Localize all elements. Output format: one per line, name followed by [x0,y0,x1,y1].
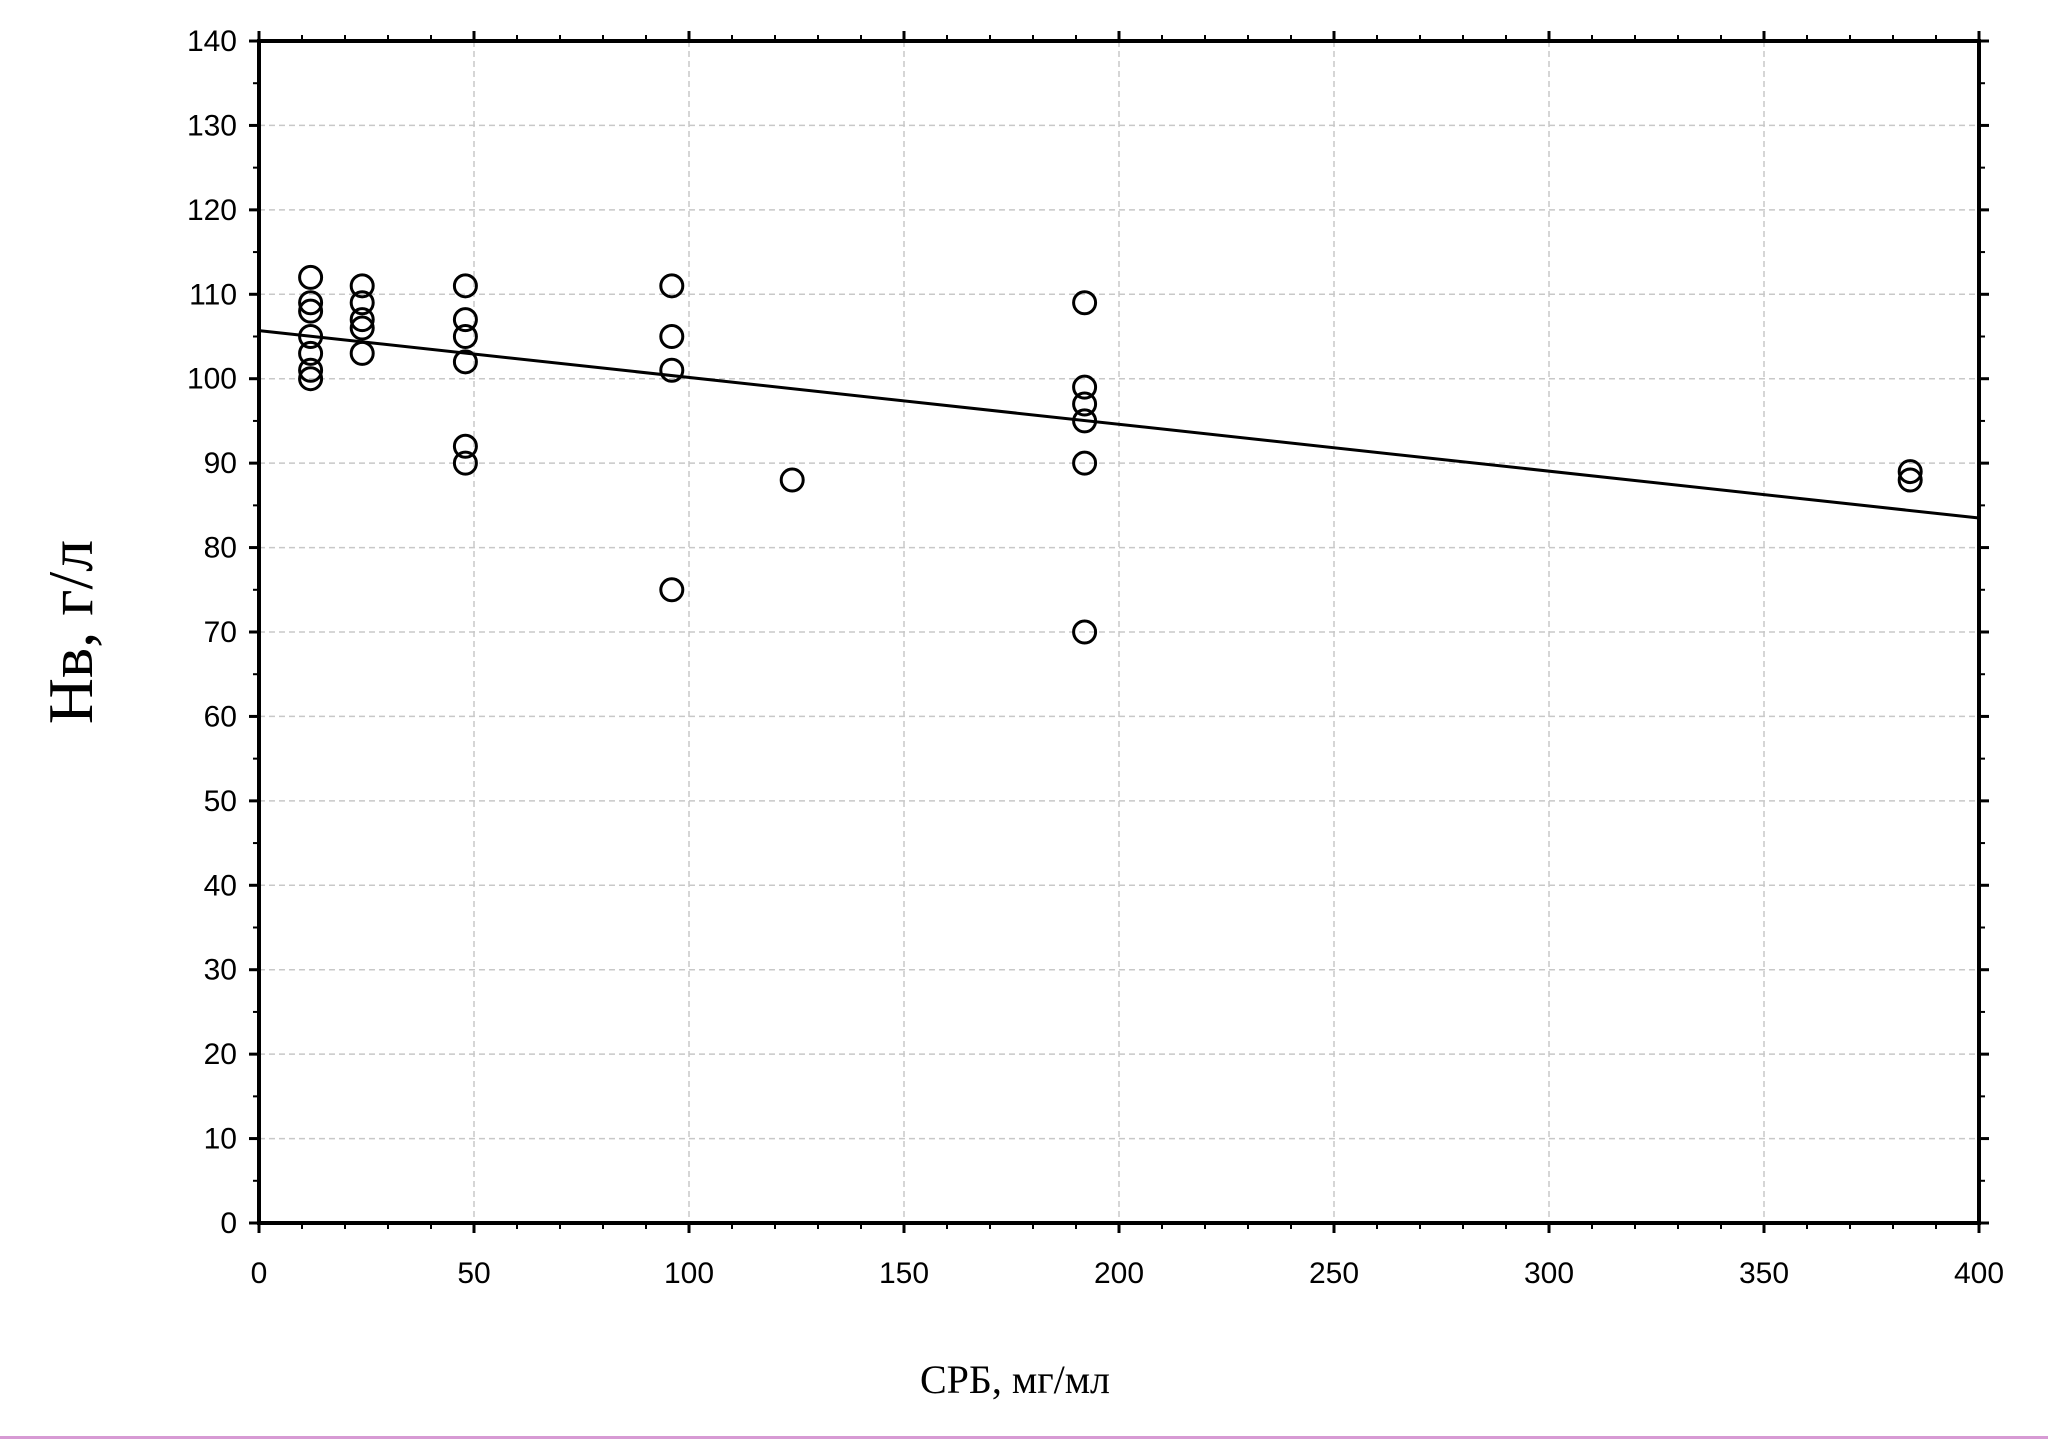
x-tick-label: 200 [1094,1257,1144,1290]
data-point [1072,290,1098,316]
y-tick-label: 30 [204,954,237,987]
y-tick-label: 130 [187,109,237,142]
x-tick-label: 300 [1524,1257,1574,1290]
data-point [298,324,324,349]
x-axis-title: СРБ, мг/мл [920,1357,1110,1402]
y-tick-label: 80 [204,532,237,565]
x-axis-tick-labels: 0 50 100 150 200 250 300 350 400 [251,1257,2004,1290]
data-point [349,315,375,341]
data-point [298,357,324,383]
regression-line [258,329,1980,520]
data-point [298,366,324,392]
x-tick-label: 350 [1739,1257,1789,1290]
data-point [349,290,375,316]
y-axis-title: Нв, г/л [35,540,106,724]
x-tick-label: 150 [879,1257,929,1290]
data-point [1072,374,1098,400]
data-point [452,307,478,333]
x-tick-label: 50 [457,1257,490,1290]
y-tick-label: 90 [204,447,237,480]
data-point [298,264,324,290]
x-tick-label: 100 [664,1257,714,1290]
data-point [659,357,685,383]
data-point [298,290,324,316]
bottom-border-line [0,1436,2048,1439]
y-tick-label: 0 [220,1207,237,1240]
x-tick-label: 0 [251,1257,268,1290]
data-point [779,467,805,493]
data-point [452,273,478,299]
y-tick-label: 70 [204,616,237,649]
x-tick-label: 400 [1954,1257,2004,1290]
data-point [1897,467,1923,493]
y-tick-label: 40 [204,869,237,902]
y-axis-tick-labels: 0 10 20 30 40 50 60 70 80 90 100 110 120 130 140 [187,25,237,1240]
data-point [298,298,324,324]
data-point [1072,408,1098,434]
data-point [452,324,478,349]
data-point [452,433,478,459]
data-point [1072,619,1098,645]
data-point [1072,391,1098,417]
data-point [659,324,685,349]
y-tick-label: 140 [187,25,237,58]
grid-lines [259,41,1979,1223]
data-point [452,349,478,375]
data-point [1897,459,1923,485]
data-point [349,273,375,299]
axis-ticks [249,31,1989,1233]
data-point [349,307,375,333]
y-tick-label: 110 [189,278,237,311]
data-point [659,273,685,299]
data-point [349,340,375,366]
y-tick-label: 60 [204,700,237,733]
y-tick-label: 20 [204,1038,237,1071]
data-point [298,340,324,366]
data-point [1072,450,1098,476]
y-tick-label: 10 [204,1123,237,1156]
data-point [452,450,478,476]
data-point [659,577,685,603]
x-tick-label: 250 [1309,1257,1359,1290]
data-points [298,264,1923,645]
y-tick-label: 120 [187,194,237,227]
y-tick-label: 100 [187,363,237,396]
y-tick-label: 50 [204,785,237,818]
